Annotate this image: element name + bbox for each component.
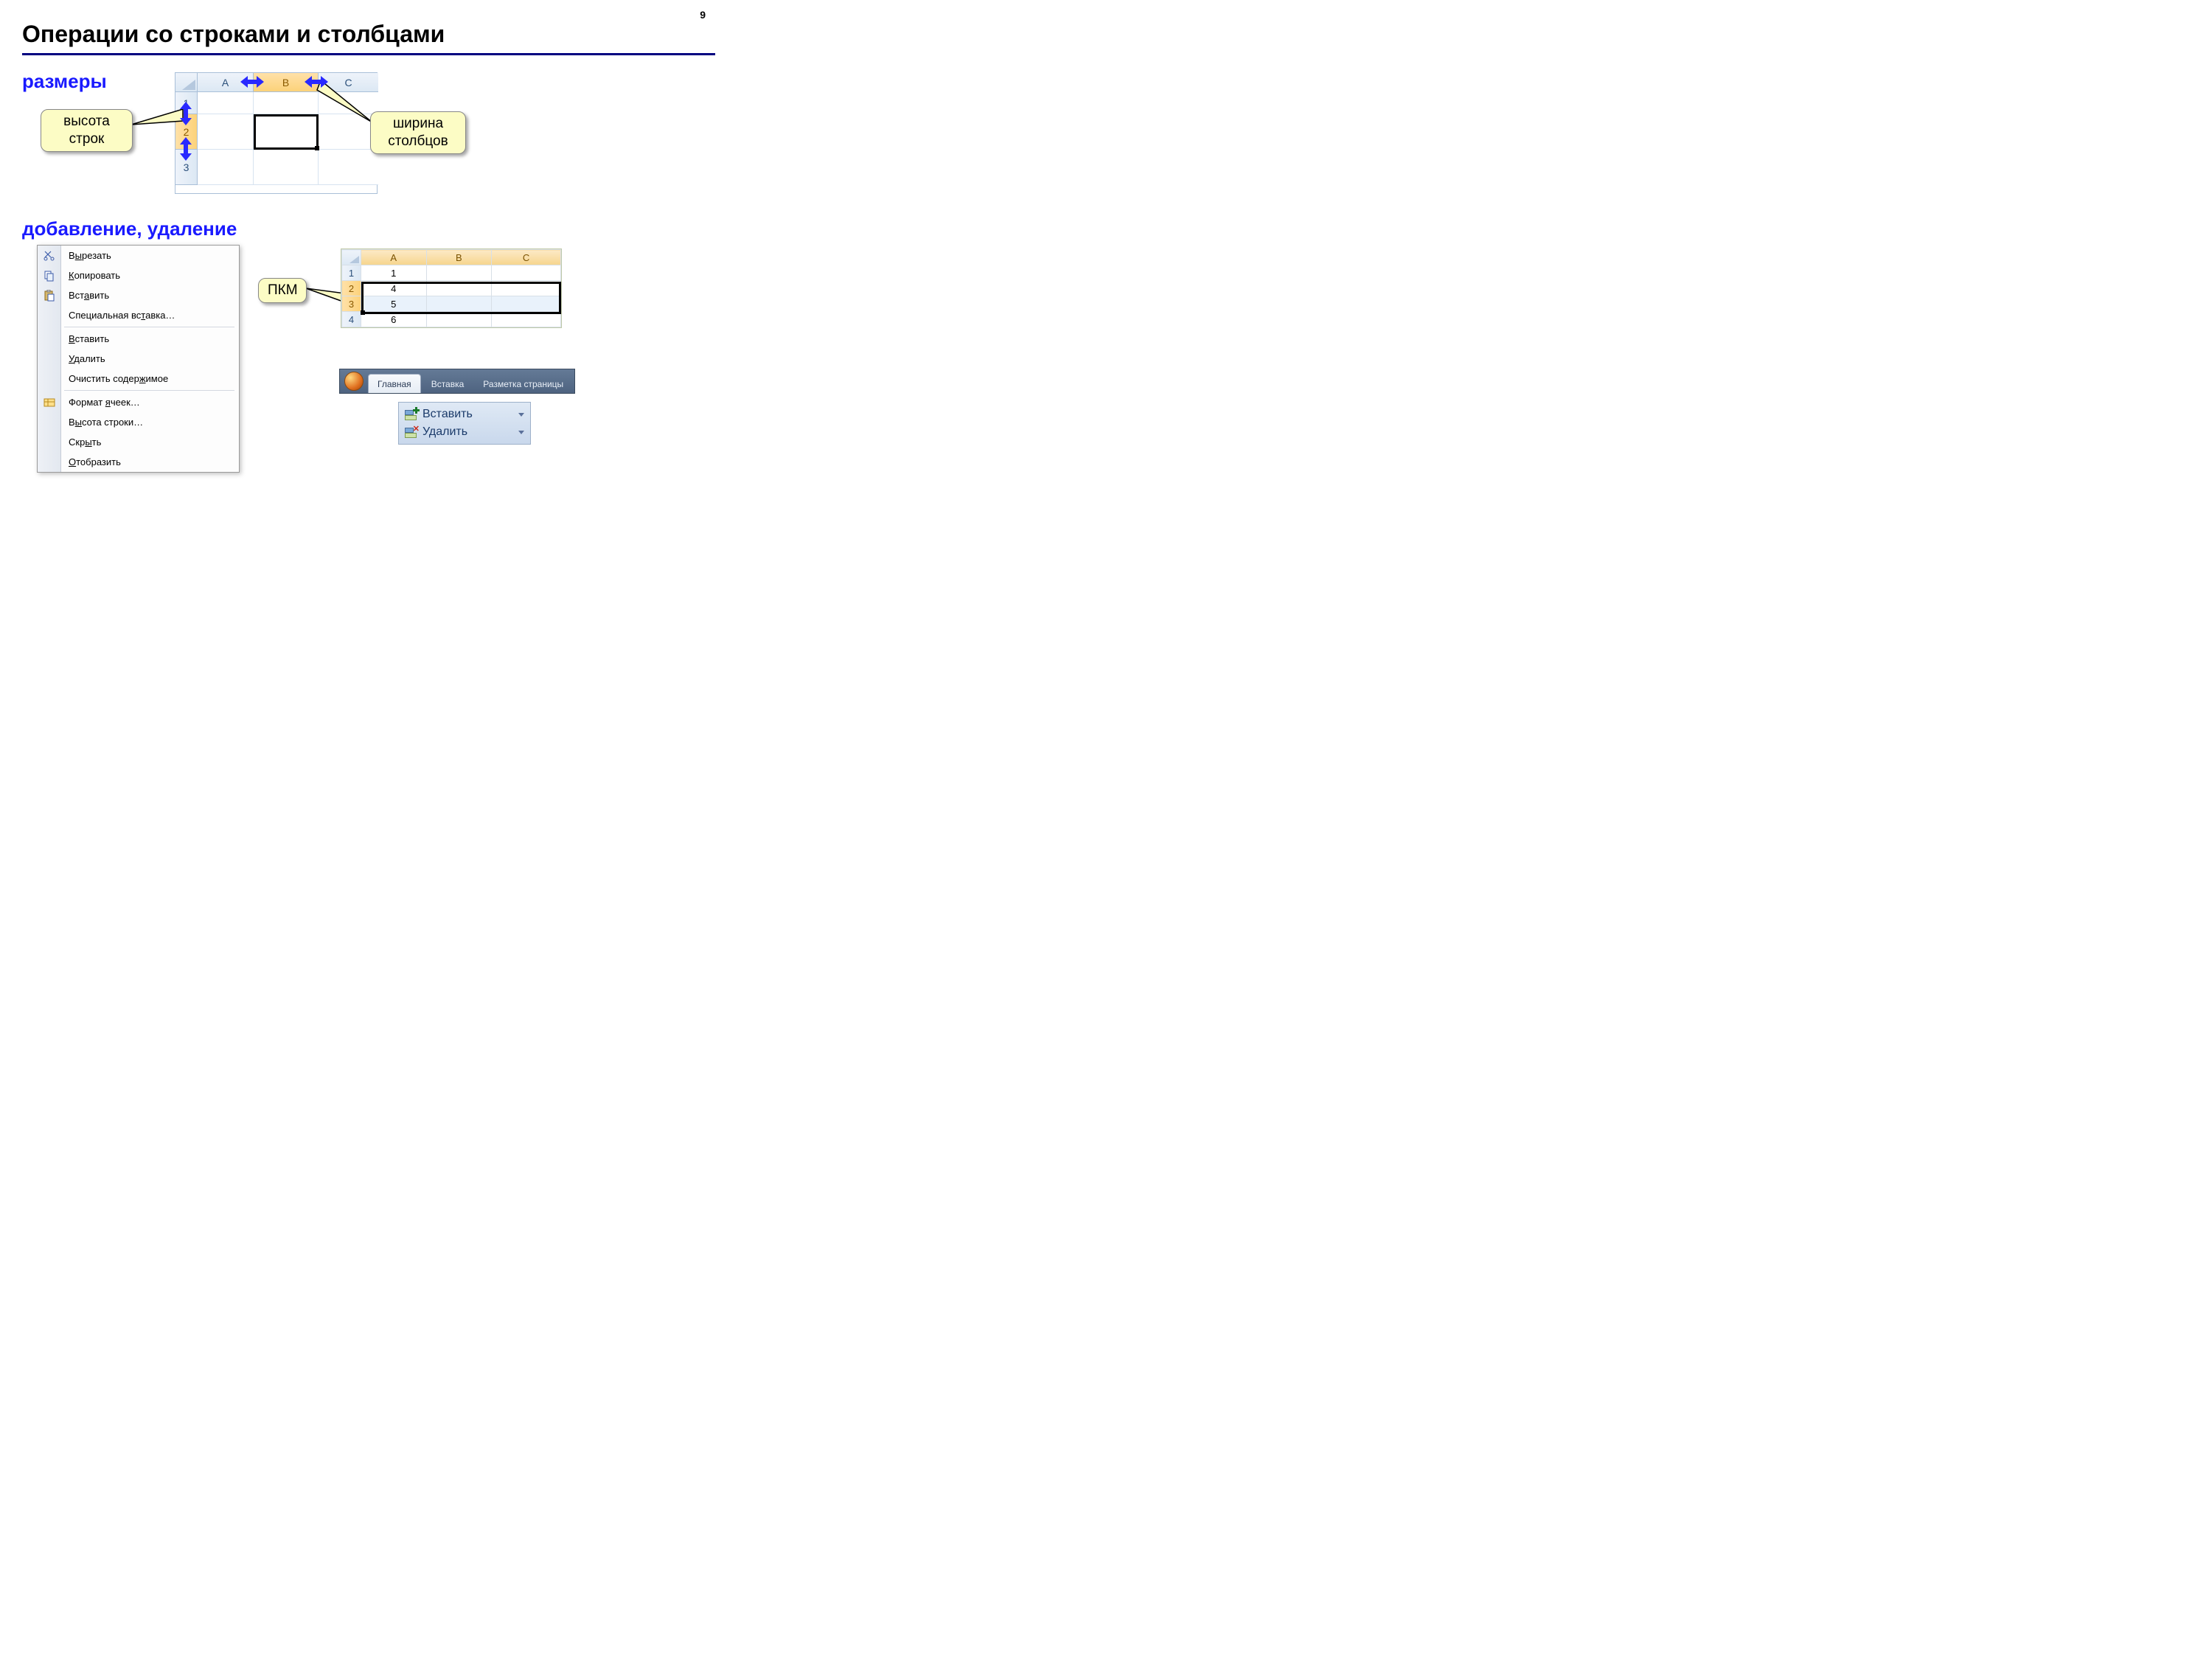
menu-item-show-label: Отобразить — [69, 456, 121, 467]
callout-col-width-l2: столбцов — [388, 133, 448, 149]
sheet2-col-c[interactable]: C — [492, 250, 561, 265]
cell-a2[interactable] — [198, 114, 254, 150]
callout-col-width-l1: ширина — [393, 116, 443, 131]
sheet2-c2[interactable] — [492, 281, 561, 296]
callout-row-height: высота строк — [41, 109, 133, 152]
sheet2-b1[interactable] — [426, 265, 492, 281]
menu-item-paste-special-label: Специальная вставка… — [69, 310, 175, 321]
table-row[interactable]: 2 4 — [342, 281, 561, 296]
callout-row-height-l1: высота — [63, 114, 110, 129]
menu-separator — [64, 390, 234, 391]
sheet2-a1[interactable]: 1 — [361, 265, 427, 281]
ribbon-insert-button[interactable]: Вставить — [403, 406, 526, 423]
menu-item-format-cells[interactable]: Формат ячеек… — [38, 392, 239, 412]
tab-insert[interactable]: Вставка — [422, 375, 473, 393]
tab-home[interactable]: Главная — [368, 374, 421, 393]
callout-pkm-label: ПКМ — [268, 282, 298, 298]
sheet2-b2[interactable] — [426, 281, 492, 296]
sheet2-col-b[interactable]: B — [426, 250, 492, 265]
paste-icon — [42, 289, 57, 302]
dropdown-arrow-icon — [518, 431, 524, 434]
cell-c3[interactable] — [319, 150, 378, 185]
sheet2-corner[interactable] — [342, 250, 361, 265]
subtitle-add-delete: добавление, удаление — [22, 218, 237, 240]
cell-c2[interactable] — [319, 114, 378, 150]
menu-item-cut[interactable]: Вырезать — [38, 246, 239, 265]
menu-item-copy-label: Копировать — [69, 270, 120, 281]
menu-item-paste[interactable]: Вставить — [38, 285, 239, 305]
menu-item-paste-special[interactable]: Специальная вставка… — [38, 305, 239, 325]
sheet2-c4[interactable] — [492, 312, 561, 327]
menu-item-clear[interactable]: Очистить содержимое — [38, 369, 239, 389]
cell-c1[interactable] — [319, 92, 378, 114]
menu-item-delete-label: Удалить — [69, 353, 105, 364]
active-cell[interactable] — [254, 114, 319, 150]
menu-item-clear-label: Очистить содержимое — [69, 373, 168, 384]
title-underline — [22, 53, 715, 55]
sheet2-row-3[interactable]: 3 — [342, 296, 361, 312]
page-title: Операции со строками и столбцами — [22, 21, 445, 48]
menu-item-insert[interactable]: Вставить — [38, 329, 239, 349]
callout-row-height-l2: строк — [69, 131, 105, 147]
cell-a1[interactable] — [198, 92, 254, 114]
menu-item-format-cells-label: Формат ячеек… — [69, 397, 140, 408]
menu-item-hide-label: Скрыть — [69, 437, 101, 448]
sheet2-col-a[interactable]: A — [361, 250, 427, 265]
ribbon-delete-label: Удалить — [422, 425, 467, 439]
sheet-corner[interactable] — [175, 73, 198, 92]
delete-cells-icon: ✕ — [405, 426, 418, 438]
col-resize-arrow-bc — [305, 76, 328, 88]
menu-item-insert-label: Вставить — [69, 333, 109, 344]
office-button-icon[interactable] — [344, 372, 364, 391]
sheet2-b4[interactable] — [426, 312, 492, 327]
sheet2-a3[interactable]: 5 — [361, 296, 427, 312]
table-row[interactable]: 3 5 — [342, 296, 561, 312]
sheet2-c3[interactable] — [492, 296, 561, 312]
menu-item-row-height-label: Высота строки… — [69, 417, 143, 428]
menu-item-hide[interactable]: Скрыть — [38, 432, 239, 452]
sheet2-a4[interactable]: 6 — [361, 312, 427, 327]
menu-item-row-height[interactable]: Высота строки… — [38, 412, 239, 432]
insert-cells-icon — [405, 408, 418, 420]
page-number: 9 — [700, 9, 706, 21]
cell-b1[interactable] — [254, 92, 319, 114]
tab-page-layout[interactable]: Разметка страницы — [474, 375, 572, 393]
sheet2-b3[interactable] — [426, 296, 492, 312]
spreadsheet-sizes: A B C 1 2 3 — [175, 72, 378, 194]
dropdown-arrow-icon — [518, 413, 524, 417]
spreadsheet-selected-rows: A B C 1 1 2 4 3 5 — [341, 248, 562, 328]
menu-item-paste-label: Вставить — [69, 290, 109, 301]
table-row[interactable]: 1 1 — [342, 265, 561, 281]
menu-item-show[interactable]: Отобразить — [38, 452, 239, 472]
sheet2-row-4[interactable]: 4 — [342, 312, 361, 327]
col-resize-arrow-ab — [240, 76, 264, 88]
callout-pkm: ПКМ — [258, 278, 307, 303]
copy-icon — [42, 269, 57, 282]
menu-item-copy[interactable]: Копировать — [38, 265, 239, 285]
cell-b3[interactable] — [254, 150, 319, 185]
ribbon-delete-button[interactable]: ✕ Удалить — [403, 423, 526, 441]
table-row[interactable]: 4 6 — [342, 312, 561, 327]
callout-col-width: ширина столбцов — [370, 111, 466, 154]
menu-item-delete[interactable]: Удалить — [38, 349, 239, 369]
menu-item-cut-label: Вырезать — [69, 250, 111, 261]
sheet2-c1[interactable] — [492, 265, 561, 281]
sheet2-a2[interactable]: 4 — [361, 281, 427, 296]
ribbon-insert-label: Вставить — [422, 408, 473, 421]
subtitle-sizes: размеры — [22, 70, 107, 93]
cell-a3[interactable] — [198, 150, 254, 185]
context-menu: Вырезать Копировать Вставить Специальная… — [37, 245, 240, 473]
ribbon-tabs: Главная Вставка Разметка страницы — [339, 369, 575, 394]
scissors-icon — [42, 249, 57, 262]
format-cells-icon — [42, 396, 57, 409]
sheet2-row-2[interactable]: 2 — [342, 281, 361, 296]
sheet2-row-1[interactable]: 1 — [342, 265, 361, 281]
ribbon-cells-group: Вставить ✕ Удалить — [398, 402, 531, 445]
row-resize-arrow-12 — [180, 102, 192, 125]
row-resize-arrow-23 — [180, 137, 192, 161]
